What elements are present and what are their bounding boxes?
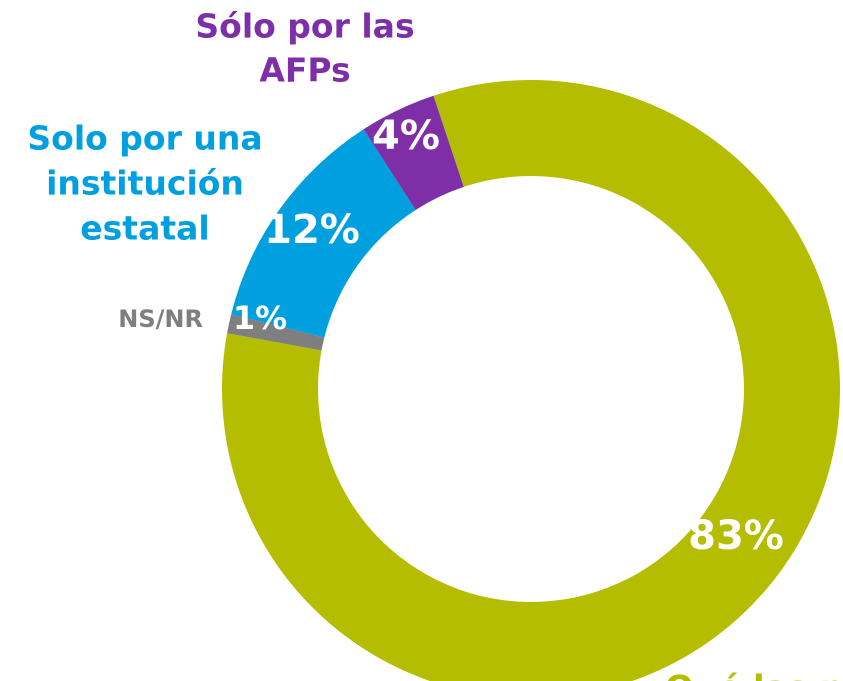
category-label: AFPs	[259, 51, 350, 90]
category-label: estatal	[80, 209, 209, 248]
value-label: 83%	[688, 513, 784, 559]
category-label: NS/NR	[118, 305, 203, 333]
category-label: institución	[46, 164, 244, 203]
donut-segment	[363, 95, 464, 210]
value-label: 4%	[372, 113, 440, 159]
value-label: 12%	[264, 207, 360, 253]
category-label: Sólo por las	[195, 7, 414, 46]
value-label: 1%	[233, 299, 287, 337]
category-label: Solo por una	[27, 119, 262, 158]
category-label: Qué las p	[665, 669, 843, 681]
donut-segment	[227, 314, 325, 351]
donut-segment	[231, 129, 416, 338]
donut-segment	[222, 80, 840, 681]
